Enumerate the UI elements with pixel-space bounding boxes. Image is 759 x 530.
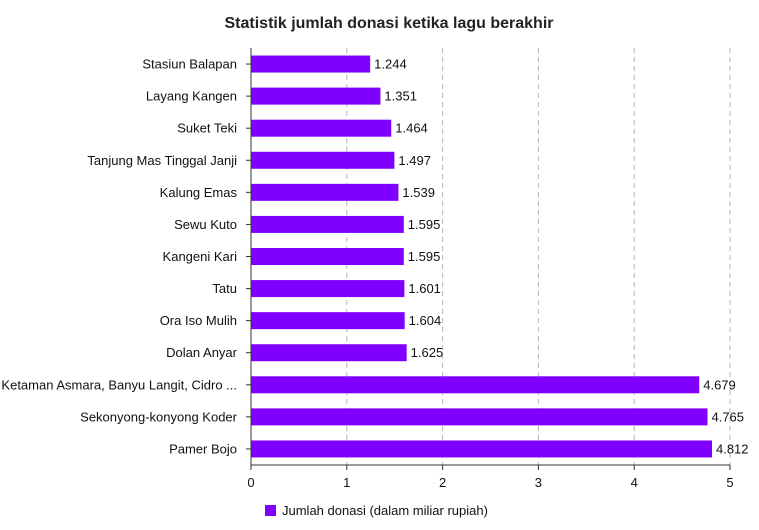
category-label: Layang Kangen bbox=[146, 89, 237, 104]
category-label: Stasiun Balapan bbox=[142, 57, 237, 72]
bars: 1.244 1.351 1.464 1.497 1.539 1.595 1.595 1.601… bbox=[251, 55, 749, 458]
bar bbox=[251, 151, 395, 169]
value-label: 4.812 bbox=[716, 441, 749, 456]
value-label: 1.464 bbox=[395, 121, 428, 136]
category-label: Ora Iso Mulih bbox=[160, 313, 237, 328]
bar bbox=[251, 215, 404, 233]
value-label: 4.765 bbox=[711, 409, 744, 424]
value-label: 1.595 bbox=[408, 249, 441, 264]
bar bbox=[251, 87, 381, 105]
x-tick-label: 3 bbox=[535, 475, 542, 490]
bar bbox=[251, 55, 371, 73]
bar bbox=[251, 312, 405, 330]
bar bbox=[251, 344, 407, 362]
grid bbox=[346, 48, 731, 465]
category-label: Pamer Bojo bbox=[169, 441, 237, 456]
value-label: 1.497 bbox=[398, 153, 431, 168]
value-label: 1.601 bbox=[408, 281, 441, 296]
value-label: 1.351 bbox=[384, 89, 417, 104]
bar bbox=[251, 280, 405, 298]
x-tick-label: 5 bbox=[726, 475, 733, 490]
bar bbox=[251, 248, 404, 265]
x-tick-label: 2 bbox=[439, 475, 446, 490]
bar bbox=[251, 376, 700, 394]
bar bbox=[251, 119, 392, 137]
x-tick-label: 0 bbox=[247, 475, 254, 490]
legend: Jumlah donasi (dalam miliar rupiah) bbox=[265, 503, 488, 518]
category-label: Tanjung Mas Tinggal Janji bbox=[87, 153, 237, 168]
bar bbox=[251, 440, 712, 458]
value-label: 4.679 bbox=[703, 377, 736, 392]
category-label: Kangeni Kari bbox=[163, 249, 238, 264]
bar bbox=[251, 183, 399, 201]
x-tick-label: 4 bbox=[631, 475, 638, 490]
category-label: Suket Teki bbox=[177, 121, 237, 136]
category-label: Tatu bbox=[212, 281, 237, 296]
value-label: 1.244 bbox=[374, 57, 407, 72]
value-label: 1.604 bbox=[409, 313, 442, 328]
category-label: Ketaman Asmara, Banyu Langit, Cidro ... bbox=[1, 377, 237, 392]
legend-swatch bbox=[265, 505, 276, 516]
bar bbox=[251, 408, 708, 426]
category-label: Kalung Emas bbox=[160, 185, 238, 200]
value-label: 1.625 bbox=[411, 345, 444, 360]
chart-title: Statistik jumlah donasi ketika lagu bera… bbox=[225, 15, 554, 32]
value-label: 1.539 bbox=[402, 185, 435, 200]
x-tick-label: 1 bbox=[343, 475, 350, 490]
category-label: Dolan Anyar bbox=[166, 345, 237, 360]
category-label: Sekonyong-konyong Koder bbox=[80, 409, 238, 424]
axis: 0 1 2 3 4 5 Stasiun Balapan Layang Kangen Suket … bbox=[1, 48, 734, 490]
legend-label: Jumlah donasi (dalam miliar rupiah) bbox=[282, 503, 488, 518]
category-label: Sewu Kuto bbox=[174, 217, 237, 232]
value-label: 1.595 bbox=[408, 217, 441, 232]
